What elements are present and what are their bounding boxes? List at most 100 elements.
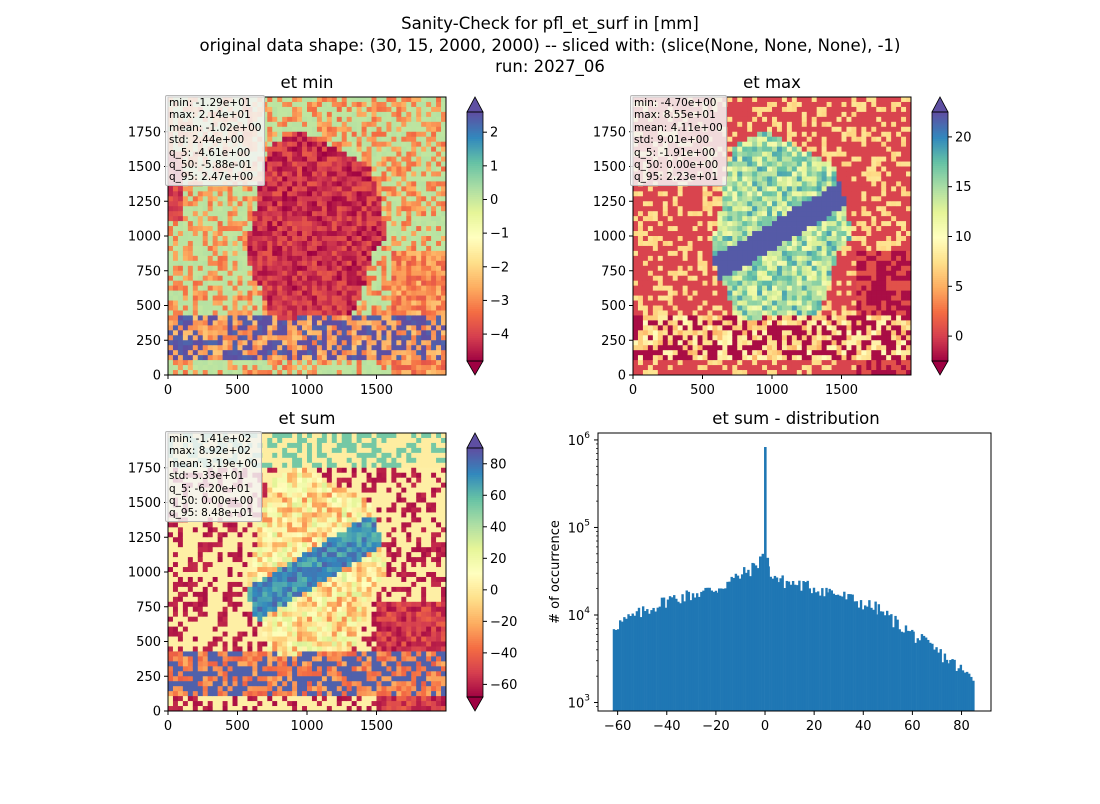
heatmap-cell [757, 251, 762, 256]
heatmap-cell [307, 315, 312, 320]
heatmap-cell [337, 256, 342, 261]
heatmap-cell [327, 355, 332, 360]
heatmap-cell [317, 142, 322, 147]
heatmap-cell [712, 261, 717, 266]
heatmap-cell [267, 97, 272, 102]
heatmap-cell [688, 296, 693, 301]
heatmap-cell [213, 315, 218, 320]
heatmap-cell [302, 132, 307, 137]
heatmap-cell [391, 325, 396, 330]
heatmap-cell [302, 350, 307, 355]
heatmap-cell [287, 226, 292, 231]
y-tick-label: 1000 [128, 230, 161, 245]
heatmap-cell [401, 301, 406, 306]
heatmap-cell [747, 266, 752, 271]
heatmap-cell [411, 325, 416, 330]
heatmap-cell [352, 112, 357, 117]
heatmap-cell [168, 281, 173, 286]
heatmap-cell [431, 261, 436, 266]
heatmap-cell [386, 167, 391, 172]
heatmap-cell [436, 365, 441, 370]
heatmap-cell [411, 241, 416, 246]
heatmap-cell [767, 301, 772, 306]
heatmap-cell [367, 256, 372, 261]
heatmap-cell [732, 306, 737, 311]
heatmap-cell [302, 320, 307, 325]
heatmap-cell [698, 310, 703, 315]
heatmap-cell [767, 216, 772, 221]
heatmap-cell [416, 127, 421, 132]
heatmap-cell [757, 365, 762, 370]
heatmap-cell [668, 241, 673, 246]
heatmap-cell [737, 296, 742, 301]
heatmap-cell [381, 241, 386, 246]
heatmap-cell [381, 310, 386, 315]
heatmap-cell [391, 286, 396, 291]
heatmap-cell [238, 310, 243, 315]
heatmap-cell [742, 117, 747, 122]
heatmap-cell [322, 226, 327, 231]
heatmap-cell [752, 246, 757, 251]
heatmap-cell [257, 325, 262, 330]
heatmap-cell [401, 117, 406, 122]
heatmap-cell [337, 320, 342, 325]
heatmap-cell [213, 221, 218, 226]
heatmap-cell [767, 167, 772, 172]
heatmap-cell [287, 157, 292, 162]
heatmap-cell [317, 231, 322, 236]
heatmap-cell [377, 365, 382, 370]
heatmap-cell [332, 206, 337, 211]
heatmap-cell [391, 271, 396, 276]
heatmap-cell [722, 350, 727, 355]
heatmap-cell [262, 276, 267, 281]
heatmap-cell [653, 276, 658, 281]
heatmap-cell [426, 201, 431, 206]
heatmap-cell [727, 246, 732, 251]
heatmap-cell [342, 122, 347, 127]
heatmap-cell [396, 162, 401, 167]
heatmap-cell [377, 355, 382, 360]
heatmap-cell [648, 206, 653, 211]
heatmap-cell [638, 236, 643, 241]
heatmap-cell [742, 330, 747, 335]
heatmap-cell [742, 241, 747, 246]
heatmap-cell [262, 301, 267, 306]
heatmap-cell [712, 320, 717, 325]
heatmap-cell [367, 350, 372, 355]
heatmap-cell [722, 191, 727, 196]
heatmap-cell [203, 276, 208, 281]
heatmap-cell [762, 162, 767, 167]
heatmap-cell [198, 191, 203, 196]
heatmap-cell [386, 320, 391, 325]
heatmap-cell [228, 196, 233, 201]
heatmap-cell [732, 147, 737, 152]
heatmap-cell [347, 335, 352, 340]
heatmap-cell [362, 306, 367, 311]
heatmap-cell [168, 186, 173, 191]
heatmap-cell [762, 325, 767, 330]
heatmap-cell [406, 271, 411, 276]
heatmap-cell [717, 320, 722, 325]
heatmap-cell [277, 256, 282, 261]
heatmap-cell [673, 196, 678, 201]
heatmap-cell [282, 306, 287, 311]
heatmap-cell [247, 201, 252, 206]
heatmap-cell [188, 216, 193, 221]
heatmap-cell [752, 102, 757, 107]
heatmap-cell [287, 291, 292, 296]
heatmap-cell [703, 281, 708, 286]
heatmap-cell [297, 176, 302, 181]
heatmap-cell [431, 206, 436, 211]
heatmap-cell [198, 310, 203, 315]
heatmap-cell [247, 340, 252, 345]
heatmap-cell [762, 127, 767, 132]
heatmap-cell [727, 97, 732, 102]
heatmap-cell [327, 206, 332, 211]
heatmap-cell [242, 261, 247, 266]
heatmap-cell [302, 157, 307, 162]
heatmap-cell [737, 162, 742, 167]
heatmap-cell [742, 191, 747, 196]
heatmap-cell [312, 355, 317, 360]
heatmap-cell [747, 231, 752, 236]
heatmap-cell [238, 206, 243, 211]
